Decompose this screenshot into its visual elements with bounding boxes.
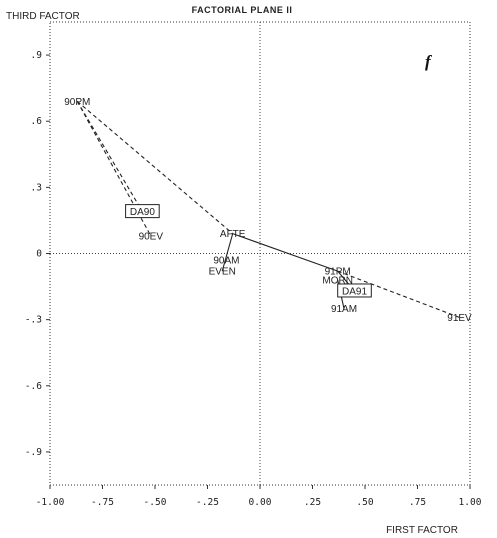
point-label: EVEN xyxy=(209,267,236,278)
x-tick-label: -.50 xyxy=(144,497,167,508)
y-tick-label: .6 xyxy=(31,116,43,127)
zero-lines xyxy=(50,22,470,485)
x-axis-title: FIRST FACTOR xyxy=(386,525,458,536)
point-label: 90PM xyxy=(64,97,90,108)
x-tick-label: -1.00 xyxy=(36,497,65,508)
point-label: AFTE xyxy=(220,229,246,240)
y-tick-label: .9 xyxy=(31,50,43,61)
y-tick-label: -.3 xyxy=(25,315,42,326)
panel-label: f xyxy=(425,52,433,71)
trajectory-line xyxy=(221,233,234,272)
point-label: 91EV xyxy=(447,313,472,324)
point-label: DA90 xyxy=(130,207,155,218)
point-label: 91AM xyxy=(331,304,357,315)
x-tick-label: 0.00 xyxy=(249,497,272,508)
trajectory-line xyxy=(337,270,460,318)
point-label: 90AM xyxy=(213,256,239,267)
point-label: MORN xyxy=(322,275,353,286)
point-label: 90EV xyxy=(139,231,164,242)
point-box xyxy=(125,204,160,219)
ticks-layer: -1.00 -.75 -.50 -.25 0.00 .25 .50 .75 1.00 .9 .6 .3… xyxy=(25,50,482,508)
x-tick-label: .25 xyxy=(304,497,321,508)
point-box xyxy=(337,283,372,298)
point-label: DA91 xyxy=(342,286,367,297)
y-tick-label: 0 xyxy=(36,249,42,260)
x-tick-label: -.75 xyxy=(91,497,114,508)
x-tick-label: -.25 xyxy=(196,497,219,508)
trajectory-line xyxy=(232,233,338,272)
y-axis-title: THIRD FACTOR xyxy=(6,11,80,22)
x-tick-label: .75 xyxy=(409,497,426,508)
point-label: 91PM xyxy=(325,267,351,278)
x-tick-label: .50 xyxy=(356,497,373,508)
y-tick-label: .3 xyxy=(31,182,42,193)
trajectory-line xyxy=(76,100,234,235)
y-tick-label: -.9 xyxy=(25,447,42,458)
trajectory-line xyxy=(76,101,143,212)
chart-title: FACTORIAL PLANE II xyxy=(192,5,293,15)
y-tick-label: -.6 xyxy=(25,381,42,392)
x-tick-label: 1.00 xyxy=(459,497,482,508)
